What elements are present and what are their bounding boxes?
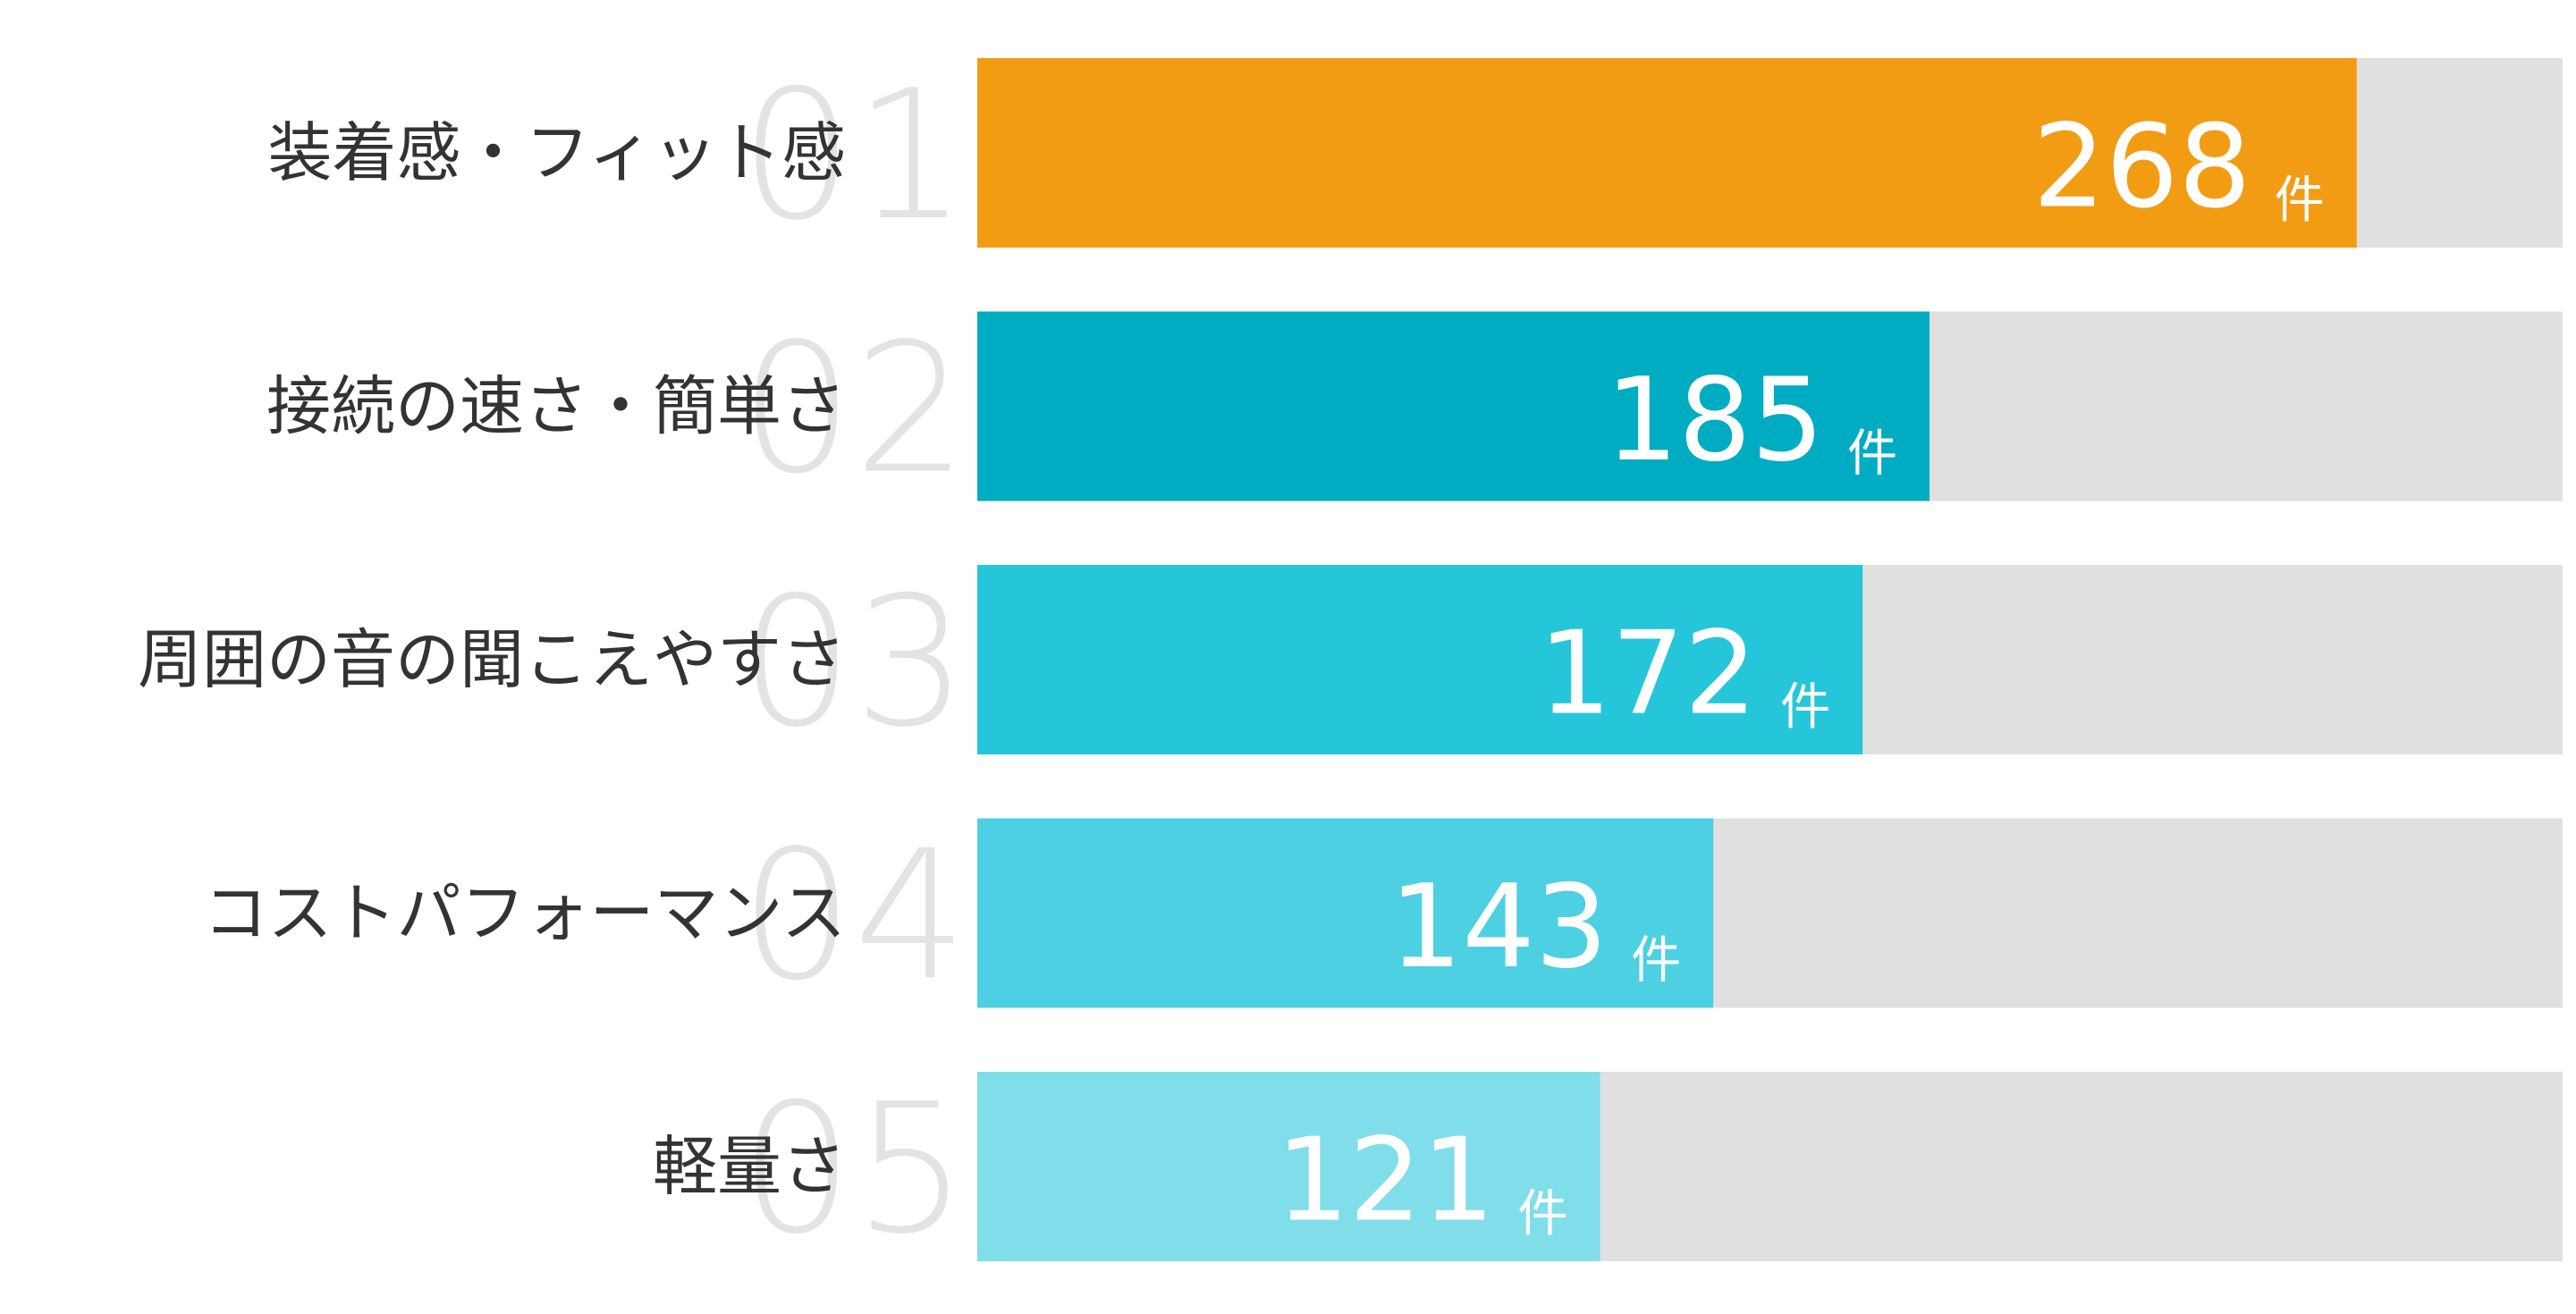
value-label: 172 xyxy=(1539,607,1757,740)
value-label: 143 xyxy=(1389,861,1608,994)
category-label: コストパフォーマンス xyxy=(203,876,846,951)
value-unit: 件 xyxy=(2275,172,2325,230)
category-label: 周囲の音の聞こえやすさ xyxy=(138,622,846,697)
bar xyxy=(977,311,1930,501)
value-unit: 件 xyxy=(1780,678,1830,737)
rank-number: 01 xyxy=(740,52,968,260)
category-label: 接続の速さ・簡単さ xyxy=(266,369,846,444)
value-unit: 件 xyxy=(1518,1185,1568,1243)
category-label: 軽量さ xyxy=(653,1129,846,1204)
rank-number: 04 xyxy=(740,813,968,1021)
value-unit: 件 xyxy=(1847,425,1897,484)
rank-number: 03 xyxy=(740,559,968,767)
value-label: 121 xyxy=(1276,1114,1494,1247)
value-unit: 件 xyxy=(1631,932,1681,990)
category-label: 装着感・フィット感 xyxy=(267,115,846,190)
rank-number: 05 xyxy=(740,1066,968,1274)
bar xyxy=(977,565,1863,754)
value-label: 268 xyxy=(2032,100,2251,233)
value-label: 185 xyxy=(1606,354,1824,487)
bar xyxy=(977,58,2357,248)
bar xyxy=(977,818,1714,1008)
rank-number: 02 xyxy=(740,306,968,514)
bar xyxy=(977,1072,1600,1261)
